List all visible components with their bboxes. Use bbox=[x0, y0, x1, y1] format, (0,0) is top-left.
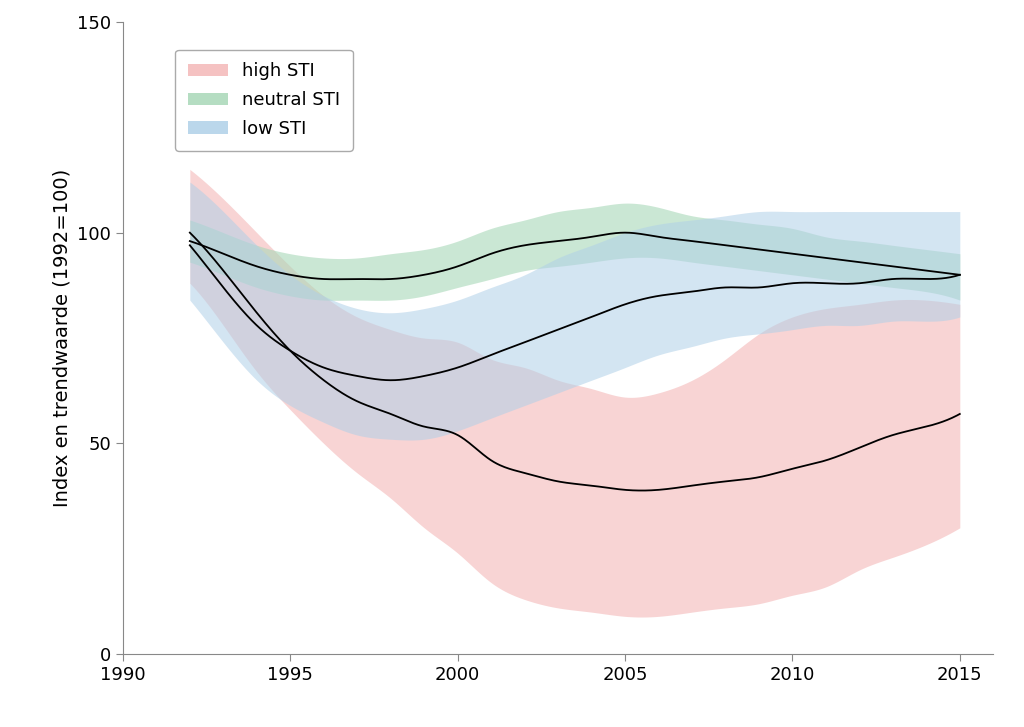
Legend: high STI, neutral STI, low STI: high STI, neutral STI, low STI bbox=[175, 50, 353, 150]
Y-axis label: Index en trendwaarde (1992=100): Index en trendwaarde (1992=100) bbox=[52, 169, 72, 507]
